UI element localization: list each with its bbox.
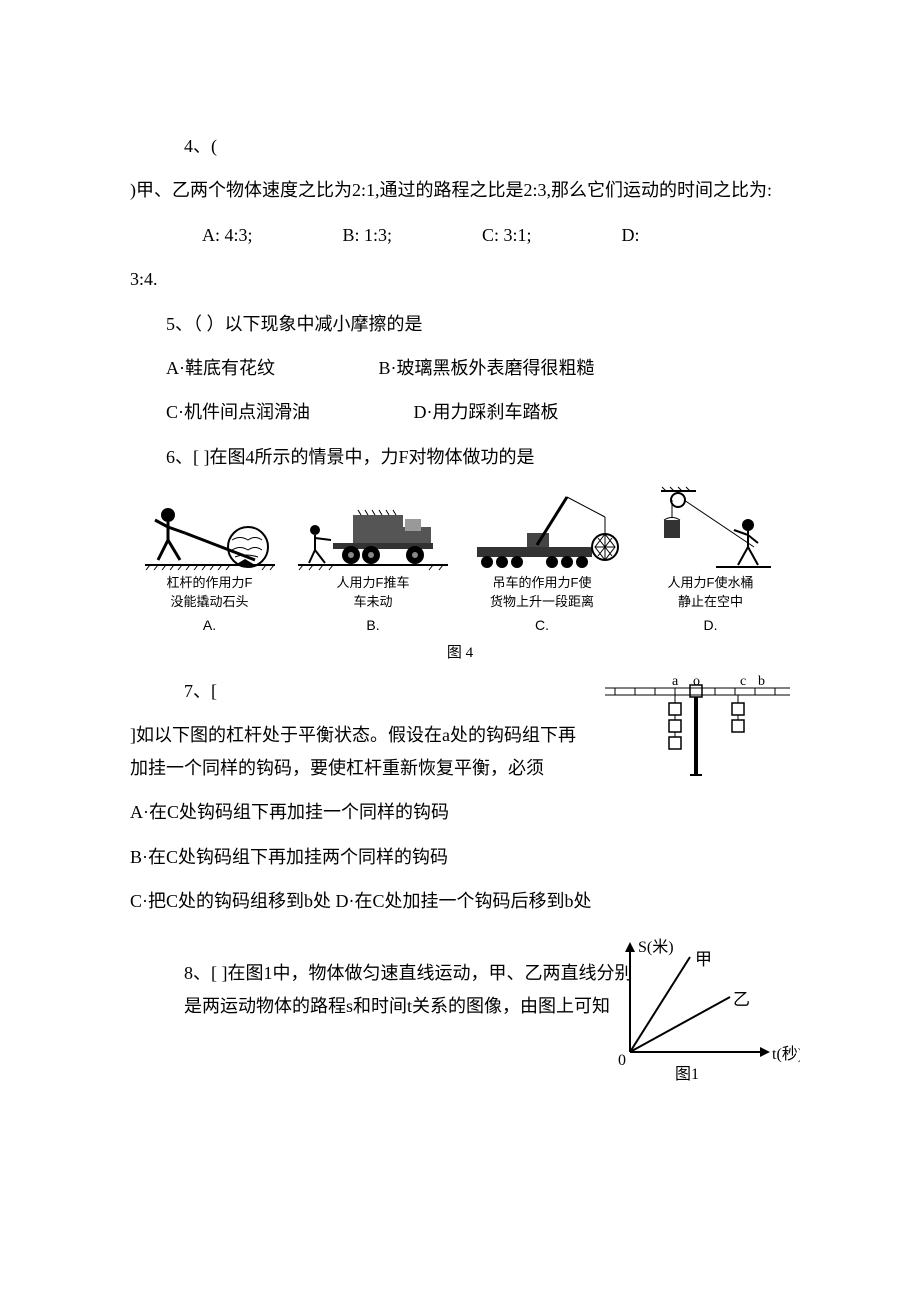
q8-line1: 甲: [695, 950, 712, 969]
fig4-panel-d: 人用力F使水桶 静止在空中 D.: [631, 485, 790, 638]
q4-prefix: 4、(: [130, 130, 790, 162]
q6-stem: 6、[ ]在图4所示的情景中，力F对物体做功的是: [130, 441, 790, 473]
q5-opts-row2: C·机件间点润滑油 D·用力踩刹车踏板: [130, 396, 790, 428]
crane-icon: [457, 485, 627, 573]
q4-prefix-text: 4、(: [184, 136, 217, 156]
q4-opt-d: D:: [622, 219, 640, 251]
s-t-graph-figure: S(米) t(秒) 甲 乙 0 图1: [600, 937, 800, 1087]
q4-options: A: 4:3; B: 1:3; C: 3:1; D:: [130, 219, 790, 251]
lever-stone-icon: [140, 485, 280, 573]
q7-opt-cd: C·把C处的钩码组移到b处 D·在C处加挂一个钩码后移到b处: [130, 885, 790, 917]
q7-body1: ]如以下图的杠杆处于平衡状态。假设在a处的钩码组下再加挂一个同样的钩码，要使杠杆…: [130, 719, 590, 784]
fig4-cap-a2: 没能撬动石头: [170, 594, 248, 611]
fig4-cap-a1: 杠杆的作用力F: [167, 575, 253, 592]
q7-opt-b: B·在C处钩码组下再加挂两个同样的钩码: [130, 841, 790, 873]
q7-opt-a: A·在C处钩码组下再加挂一个同样的钩码: [130, 796, 790, 828]
push-truck-icon: [293, 485, 453, 573]
q4-tail: 3:4.: [130, 263, 790, 295]
q7-fig-a: a: [672, 674, 679, 689]
q4-body: )甲、乙两个物体速度之比为2:1,通过的路程之比是2:3,那么它们运动的时间之比…: [130, 174, 790, 206]
q4-opt-c: C: 3:1;: [482, 219, 532, 251]
q7-fig-b: b: [758, 674, 765, 689]
fig4-cap-d1: 人用力F使水桶: [668, 575, 754, 592]
fig4-panel-a: 杠杆的作用力F 没能撬动石头 A.: [130, 485, 289, 638]
q8-origin: 0: [618, 1052, 626, 1069]
fig4-cap-c1: 吊车的作用力F使: [493, 575, 592, 592]
q5-stem: 5、（ ）以下现象中减小摩擦的是: [130, 308, 790, 340]
q8-figtitle: 图1: [675, 1066, 699, 1083]
fig4-lab-d: D.: [704, 613, 718, 638]
q8-yaxis: S(米): [638, 938, 674, 956]
fig4-title: 图 4: [130, 640, 790, 667]
fig4-cap-c2: 货物上升一段距离: [490, 594, 594, 611]
lever-balance-figure: a o c b: [590, 670, 800, 790]
pulley-bucket-icon: [646, 485, 776, 573]
q8-stem: 8、[ ]在图1中，物体做匀速直线运动，甲、乙两直线分别是两运动物体的路程s和时…: [184, 957, 644, 1022]
q7-fig-o: o: [693, 674, 700, 689]
q5-opt-c: C·机件间点润滑油: [166, 402, 310, 422]
figure-4: 杠杆的作用力F 没能撬动石头 A.: [130, 485, 790, 667]
fig4-cap-b2: 车未动: [353, 594, 392, 611]
fig4-panel-b: 人用力F推车 车未动 B.: [293, 485, 453, 638]
q5-opts-row1: A·鞋底有花纹 B·玻璃黑板外表磨得很粗糙: [130, 352, 790, 384]
q7-fig-c: c: [740, 674, 746, 689]
q5-opt-a: A·鞋底有花纹: [166, 358, 275, 378]
q8-line2: 乙: [733, 990, 750, 1009]
fig4-cap-d2: 静止在空中: [678, 594, 743, 611]
q5-opt-d: D·用力踩刹车踏板: [414, 402, 559, 422]
fig4-lab-b: B.: [366, 613, 379, 638]
q8-xaxis: t(秒): [772, 1045, 800, 1063]
q4-opt-a: A: 4:3;: [202, 219, 253, 251]
fig4-lab-c: C.: [535, 613, 549, 638]
fig4-cap-b1: 人用力F推车: [337, 575, 410, 592]
q7-wrap: 7、[ ]如以下图的杠杆处于平衡状态。假设在a处的钩码组下再加挂一个同样的钩码，…: [130, 675, 790, 784]
fig4-lab-a: A.: [203, 613, 216, 638]
q5-opt-b: B·玻璃黑板外表磨得很粗糙: [379, 358, 595, 378]
q8-wrap: 8、[ ]在图1中，物体做匀速直线运动，甲、乙两直线分别是两运动物体的路程s和时…: [130, 957, 790, 1022]
q4-opt-b: B: 1:3;: [343, 219, 393, 251]
fig4-panel-c: 吊车的作用力F使 货物上升一段距离 C.: [457, 485, 627, 638]
